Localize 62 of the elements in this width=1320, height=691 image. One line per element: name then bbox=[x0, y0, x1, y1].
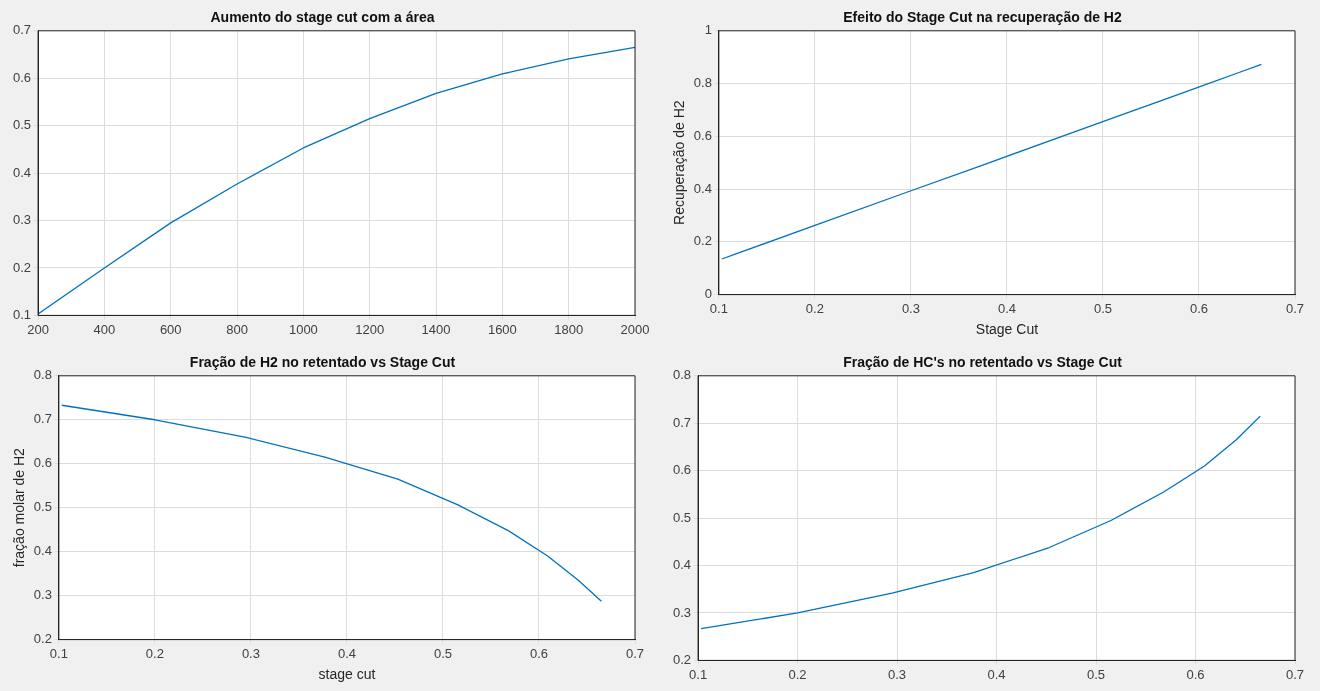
x-tick-label: 0.4 bbox=[997, 300, 1016, 316]
y-tick-label: 0.6 bbox=[33, 455, 52, 471]
x-tick-label: 0.7 bbox=[625, 645, 645, 661]
x-tick-label: 0.6 bbox=[1189, 300, 1209, 316]
y-tick-label: 0.4 bbox=[33, 543, 52, 559]
chart-title: Efeito do Stage Cut na recuperação de H2 bbox=[843, 9, 1122, 26]
x-tick-label: 0.5 bbox=[1086, 666, 1106, 682]
x-tick-label: 0.2 bbox=[145, 645, 164, 661]
y-tick-label: 1 bbox=[704, 22, 712, 38]
y-tick-label: 0.5 bbox=[33, 499, 52, 515]
y-tick-label: 0.3 bbox=[33, 587, 52, 603]
x-tick-label: 0.5 bbox=[433, 645, 452, 661]
y-tick-label: 0.7 bbox=[672, 414, 692, 430]
y-tick-label: 0.5 bbox=[672, 509, 692, 525]
x-tick-label: 0.6 bbox=[529, 645, 549, 661]
chart-title: Aumento do stage cut com a área bbox=[210, 9, 435, 26]
y-tick-label: 0 bbox=[704, 286, 712, 302]
y-tick-label: 0.2 bbox=[12, 259, 32, 275]
x-tick-label: 0.4 bbox=[987, 666, 1006, 682]
y-tick-label: 0.4 bbox=[12, 164, 32, 180]
x-tick-label: 0.2 bbox=[788, 666, 807, 682]
x-tick-label: 0.3 bbox=[888, 666, 907, 682]
x-tick-label: 1600 bbox=[487, 321, 517, 337]
x-tick-label: 0.2 bbox=[805, 300, 824, 316]
x-tick-label: 1800 bbox=[554, 321, 584, 337]
y-tick-label: 0.2 bbox=[33, 631, 52, 647]
y-tick-label: 0.5 bbox=[12, 117, 32, 133]
x-axis-title: stage cut bbox=[318, 666, 376, 683]
x-tick-label: 0.7 bbox=[1285, 666, 1305, 682]
x-axis-title: Stage Cut bbox=[975, 321, 1039, 338]
x-tick-label: 600 bbox=[159, 321, 182, 337]
chart-title: Fração de HC's no retentado vs Stage Cut bbox=[843, 354, 1123, 371]
x-tick-label: 1000 bbox=[288, 321, 318, 337]
x-tick-label: 0.1 bbox=[49, 645, 68, 661]
y-tick-label: 0.7 bbox=[12, 22, 32, 38]
x-tick-label: 0.6 bbox=[1186, 666, 1205, 682]
y-axis-title: fração molar de H2 bbox=[11, 447, 28, 568]
x-tick-label: 1200 bbox=[355, 321, 385, 337]
x-tick-label: 0.5 bbox=[1093, 300, 1112, 316]
x-tick-label: 0.3 bbox=[241, 645, 260, 661]
x-tick-label: 1400 bbox=[421, 321, 451, 337]
x-tick-label: 2000 bbox=[620, 321, 650, 337]
x-tick-label: 200 bbox=[27, 321, 49, 337]
y-tick-label: 0.2 bbox=[693, 233, 712, 249]
chart-title: Fração de H2 no retentado vs Stage Cut bbox=[189, 354, 456, 371]
y-axis-title: Recuperação de H2 bbox=[671, 100, 688, 225]
y-tick-label: 0.8 bbox=[672, 367, 692, 383]
x-tick-label: 0.4 bbox=[337, 645, 356, 661]
y-tick-label: 0.3 bbox=[672, 604, 692, 620]
x-tick-label: 0.3 bbox=[901, 300, 920, 316]
x-tick-label: 0.7 bbox=[1285, 300, 1305, 316]
y-tick-label: 0.3 bbox=[12, 212, 32, 228]
x-tick-label: 800 bbox=[226, 321, 248, 337]
y-tick-label: 0.6 bbox=[12, 69, 32, 85]
y-tick-label: 0.4 bbox=[693, 180, 712, 196]
y-tick-label: 0.7 bbox=[33, 411, 52, 427]
y-tick-label: 0.8 bbox=[33, 367, 52, 383]
x-tick-label: 400 bbox=[93, 321, 116, 337]
y-tick-label: 0.6 bbox=[672, 462, 692, 478]
y-tick-label: 0.8 bbox=[693, 75, 712, 91]
y-tick-label: 0.6 bbox=[693, 127, 712, 143]
y-tick-label: 0.4 bbox=[672, 557, 692, 573]
